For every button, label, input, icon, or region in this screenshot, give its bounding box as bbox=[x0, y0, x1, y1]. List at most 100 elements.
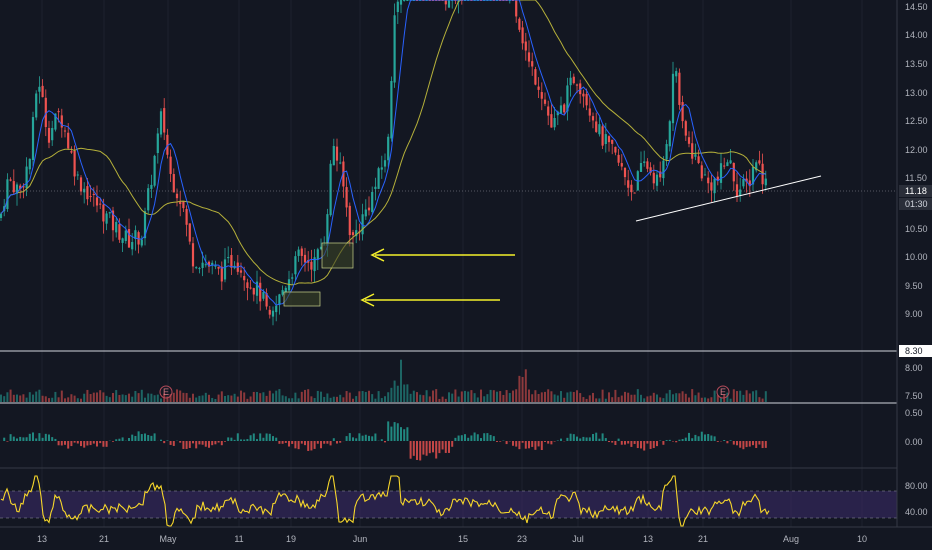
macd-bar bbox=[38, 433, 41, 441]
countdown-tag: 01:30 bbox=[899, 198, 932, 210]
macd-pane[interactable] bbox=[0, 421, 897, 469]
yellow-arrow-lower[interactable] bbox=[360, 293, 500, 307]
volume-bar bbox=[182, 392, 185, 402]
volume-bar bbox=[256, 391, 258, 402]
macd-bar bbox=[528, 441, 530, 449]
price-axis[interactable]: 14.50 14.00 13.50 13.00 12.50 12.00 11.5… bbox=[896, 0, 932, 527]
volume-bar bbox=[467, 391, 470, 402]
candle-body bbox=[572, 76, 575, 84]
macd-bar bbox=[92, 441, 95, 444]
macd-bar bbox=[380, 439, 383, 441]
candle-body bbox=[329, 163, 332, 216]
support-trendline[interactable] bbox=[635, 175, 822, 222]
time-label-may: May bbox=[159, 534, 177, 544]
earnings-marker-2[interactable]: E bbox=[716, 385, 730, 399]
volume-bar bbox=[243, 392, 246, 402]
volume-bar bbox=[470, 390, 473, 402]
volume-bar bbox=[176, 389, 178, 402]
candle-body bbox=[124, 230, 127, 241]
macd-bar bbox=[70, 441, 73, 447]
volume-bar bbox=[48, 398, 50, 402]
candle-body bbox=[335, 146, 339, 161]
macd-bar bbox=[252, 433, 255, 441]
volume-bar bbox=[320, 391, 322, 402]
candle-body bbox=[255, 281, 259, 296]
volume-bar bbox=[508, 393, 511, 402]
macd-bar bbox=[86, 441, 89, 446]
candle-body bbox=[627, 180, 630, 188]
volume-bar bbox=[505, 390, 508, 402]
macd-bar bbox=[137, 431, 140, 441]
candle-body bbox=[377, 168, 380, 189]
yellow-arrow-upper[interactable] bbox=[370, 248, 515, 262]
candle-body bbox=[380, 167, 383, 170]
macd-bar bbox=[332, 438, 335, 441]
candle-body bbox=[601, 126, 604, 146]
macd-bar bbox=[192, 441, 194, 444]
candle-body bbox=[543, 99, 547, 104]
candle-body bbox=[342, 161, 345, 187]
macd-bar bbox=[483, 433, 486, 441]
macd-bar bbox=[118, 438, 121, 441]
volume-bar bbox=[691, 389, 694, 402]
macd-bar bbox=[166, 440, 169, 441]
macd-bar bbox=[425, 441, 428, 456]
volume-bar bbox=[480, 389, 482, 402]
volume-bar bbox=[697, 392, 700, 402]
macd-bar bbox=[240, 439, 242, 441]
macd-bar bbox=[220, 441, 223, 446]
current-price-tag[interactable]: 11.18 bbox=[899, 185, 932, 197]
volume-bar bbox=[92, 392, 95, 402]
macd-bar bbox=[140, 434, 143, 441]
macd-bar bbox=[604, 438, 607, 441]
candle-body bbox=[687, 137, 691, 144]
volume-bar bbox=[387, 392, 390, 402]
time-axis[interactable]: 13 21 May 11 19 Jun 15 23 Jul 13 21 Aug … bbox=[37, 534, 867, 544]
macd-bar bbox=[348, 433, 351, 441]
candle-body bbox=[284, 287, 287, 293]
volume-pane[interactable]: E E bbox=[0, 359, 897, 404]
volume-bar bbox=[550, 391, 553, 402]
price-pane[interactable] bbox=[0, 0, 897, 352]
macd-label-0-50: 0.50 bbox=[905, 408, 923, 418]
candle-body bbox=[348, 205, 351, 236]
candle-body bbox=[134, 230, 137, 240]
rsi-pane[interactable] bbox=[0, 475, 932, 528]
volume-bar bbox=[281, 395, 284, 402]
candle-body bbox=[76, 174, 79, 176]
earnings-marker-1[interactable]: E bbox=[159, 385, 173, 399]
volume-bar bbox=[624, 391, 626, 402]
macd-bar bbox=[608, 441, 610, 443]
volume-bar bbox=[201, 395, 204, 402]
candle-body bbox=[643, 161, 646, 163]
volume-bar bbox=[524, 369, 527, 402]
price-label-14-00: 14.00 bbox=[905, 30, 928, 40]
macd-bar bbox=[412, 441, 415, 456]
macd-bar bbox=[598, 438, 601, 441]
volume-bar bbox=[416, 392, 418, 402]
macd-bar bbox=[553, 441, 556, 442]
highlight-box-lower[interactable] bbox=[283, 291, 321, 307]
volume-bar bbox=[6, 392, 9, 402]
volume-bar bbox=[675, 393, 678, 402]
macd-bar bbox=[537, 441, 540, 447]
macd-bar bbox=[16, 438, 18, 441]
volume-bar bbox=[454, 389, 457, 402]
level-line-value: 8.30 bbox=[905, 346, 923, 356]
volume-bar bbox=[364, 391, 367, 402]
highlight-box-upper[interactable] bbox=[321, 242, 354, 269]
volume-bar bbox=[422, 395, 425, 402]
volume-bar bbox=[646, 396, 649, 402]
volume-bar bbox=[22, 394, 25, 402]
level-line-tag[interactable]: 8.30 bbox=[899, 345, 932, 357]
volume-bar bbox=[249, 396, 252, 402]
macd-bar bbox=[640, 441, 642, 449]
macd-bar bbox=[256, 439, 258, 441]
macd-bar bbox=[432, 441, 434, 453]
macd-bar bbox=[419, 441, 422, 461]
macd-bar bbox=[160, 439, 162, 441]
macd-bar bbox=[732, 441, 735, 445]
macd-bar bbox=[179, 441, 182, 443]
volume-bar bbox=[716, 395, 719, 402]
